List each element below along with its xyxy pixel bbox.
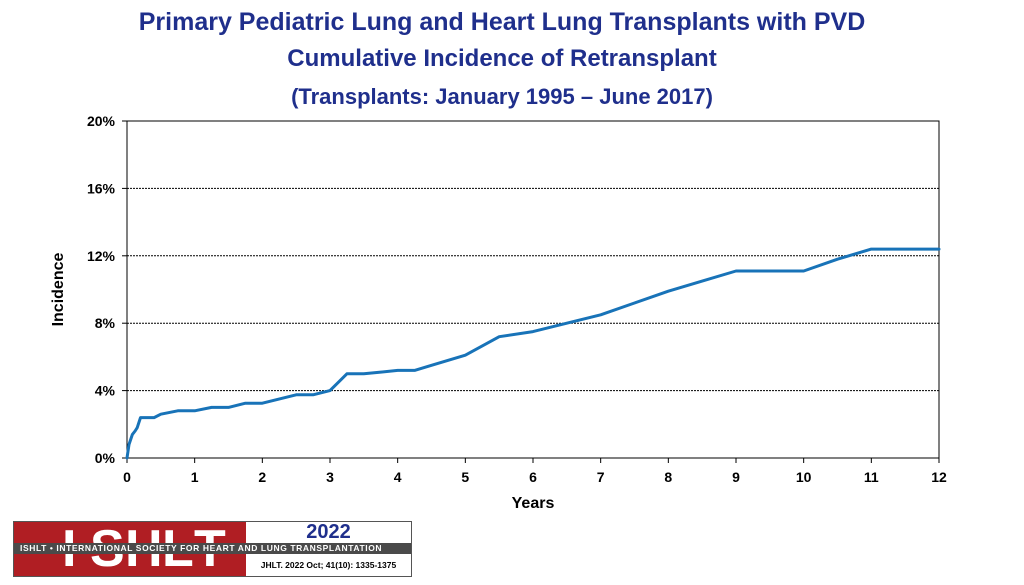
x-tick-label: 3 (326, 469, 334, 485)
y-tick-label: 0% (95, 450, 116, 466)
logo-strip-text: ISHLT • INTERNATIONAL SOCIETY FOR HEART … (20, 543, 383, 553)
x-tick-label: 8 (664, 469, 672, 485)
y-axis-title: Incidence (50, 253, 67, 327)
x-tick-label: 0 (123, 469, 131, 485)
x-tick-label: 5 (461, 469, 469, 485)
y-tick-label: 20% (87, 113, 116, 129)
x-tick-label: 1 (191, 469, 199, 485)
plot-area (126, 120, 940, 459)
logo-strip: ISHLT • INTERNATIONAL SOCIETY FOR HEART … (14, 543, 411, 554)
y-tick-label: 12% (87, 248, 116, 264)
x-tick-label: 10 (796, 469, 812, 485)
x-tick-label: 2 (258, 469, 266, 485)
line-chart: 0%4%8%12%16%20%0 1 2 3 4 5 6 7 8 9 10 11 12 Years In… (50, 113, 947, 512)
chart-title: Primary Pediatric Lung and Heart Lung Tr… (138, 8, 866, 36)
y-tick-label: 4% (95, 383, 116, 399)
chart-subtitle: Cumulative Incidence of Retransplant (287, 45, 717, 72)
chart-date-range: (Transplants: January 1995 – June 2017) (291, 84, 713, 109)
x-tick-label: 6 (529, 469, 537, 485)
x-tick-label: 9 (732, 469, 740, 485)
x-tick-label: 4 (394, 469, 402, 485)
ishlt-footer: I S H L T ISHLT • INTERNATIONAL SOCIETY … (13, 521, 412, 577)
x-tick-label: 12 (931, 469, 947, 485)
x-tick-label: 7 (597, 469, 605, 485)
y-tick-label: 8% (95, 315, 116, 331)
journal-citation: JHLT. 2022 Oct; 41(10): 1335-1375 (260, 560, 397, 570)
series-line-retransplant (125, 247, 941, 460)
report-year: 2022 (306, 521, 351, 543)
y-tick-label: 16% (87, 180, 116, 196)
x-axis-title: Years (512, 495, 555, 512)
x-tick-label: 11 (864, 469, 879, 485)
